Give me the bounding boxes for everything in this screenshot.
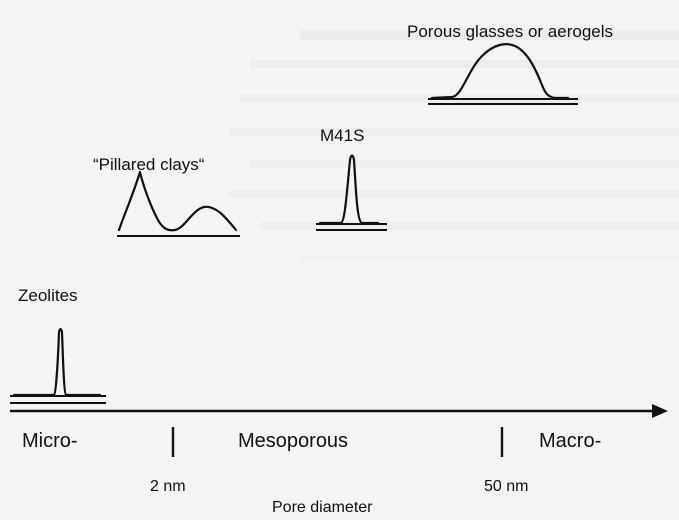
m41s-label: M41S — [320, 126, 364, 145]
tick-50nm-label: 50 nm — [484, 478, 528, 495]
m41s-curve — [318, 154, 380, 225]
axis-title: Pore diameter — [272, 499, 373, 516]
porous-glasses-curve — [430, 43, 570, 100]
tick-2nm-label: 2 nm — [150, 478, 186, 495]
m41s-group: M41S — [316, 126, 387, 231]
porous-glasses-group: Porous glasses or aerogels — [407, 22, 613, 105]
zeolites-curve — [12, 327, 102, 397]
pore-diameter-axis: Micro- Mesoporous Macro- 2 nm 50 nm Pore… — [10, 404, 668, 516]
pillared-clays-label: “Pillared clays“ — [93, 155, 205, 174]
zeolites-label: Zeolites — [18, 286, 78, 305]
background-bleed-through — [230, 30, 679, 263]
region-micro-label: Micro- — [22, 430, 78, 452]
pillared-clays-curve — [117, 170, 238, 232]
region-macro-label: Macro- — [539, 430, 601, 452]
region-mesoporous-label: Mesoporous — [238, 430, 348, 452]
axis-arrowhead-icon — [652, 404, 668, 418]
zeolites-group: Zeolites — [10, 286, 106, 404]
pillared-clays-group: “Pillared clays“ — [93, 155, 240, 237]
porous-glasses-label: Porous glasses or aerogels — [407, 22, 613, 41]
